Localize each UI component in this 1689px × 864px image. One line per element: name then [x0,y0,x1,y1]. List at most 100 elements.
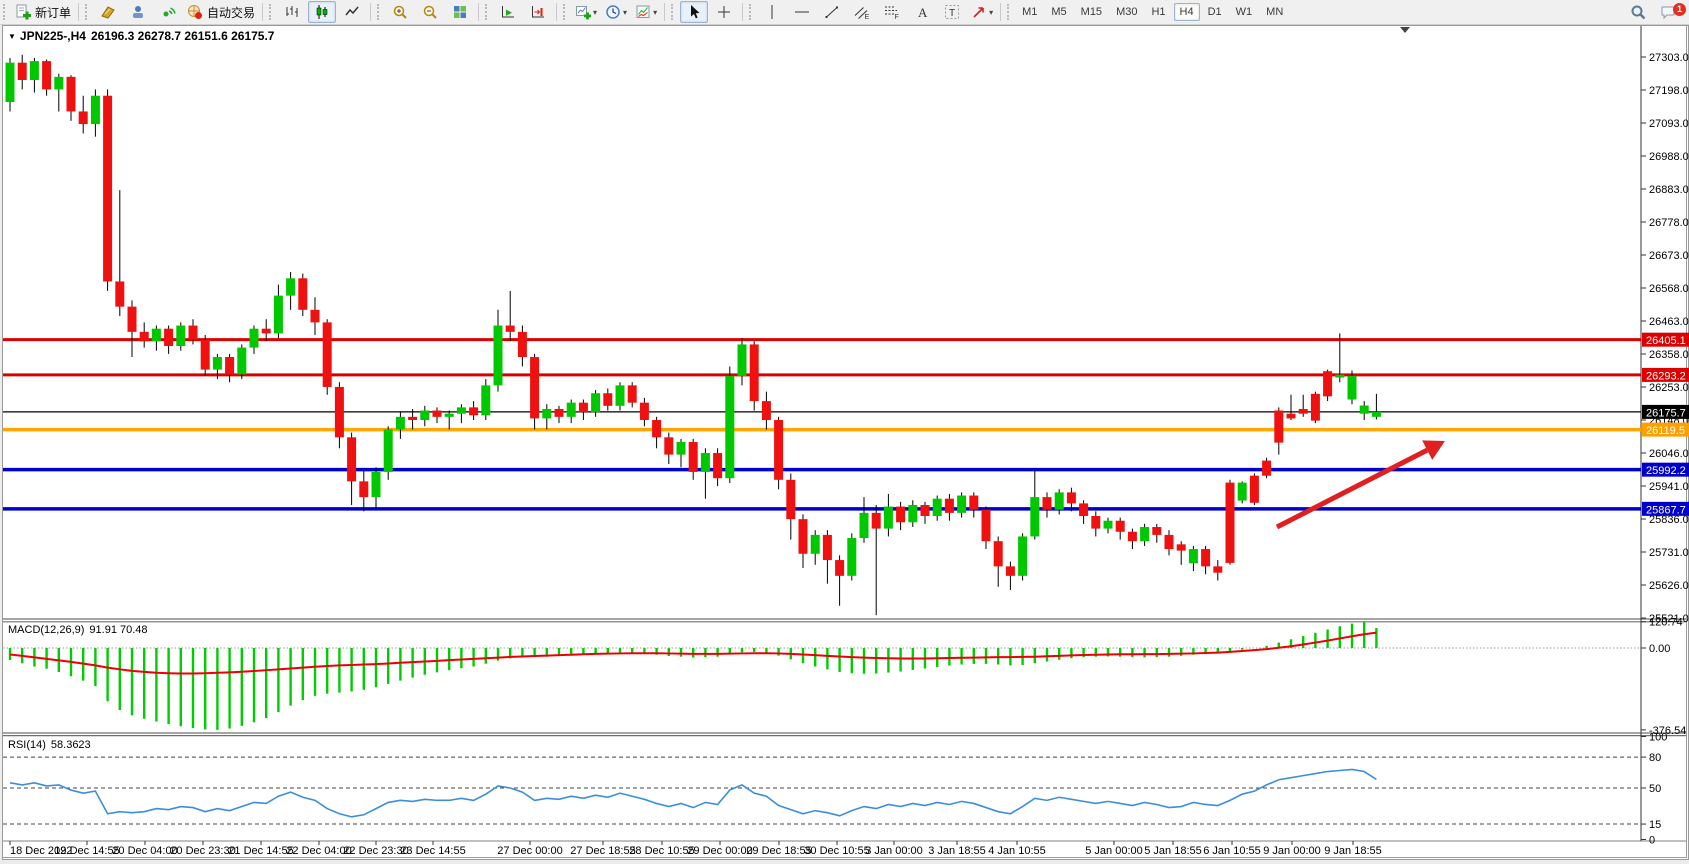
candle-body[interactable] [993,541,1003,567]
candle-body[interactable] [17,62,27,80]
candle-body[interactable] [322,322,332,387]
candle-body[interactable] [1079,503,1089,516]
new-chart-button[interactable]: ▾ [572,1,600,23]
trend-arrow[interactable] [1275,440,1445,530]
candle-body[interactable] [115,281,125,307]
line-chart-button[interactable] [338,1,366,23]
timeframe-h4[interactable]: H4 [1173,3,1200,21]
candle-body[interactable] [1286,413,1296,419]
candle-body[interactable] [676,442,686,455]
timeframe-m30[interactable]: M30 [1116,6,1138,18]
candle-body[interactable] [273,295,283,334]
candle-body[interactable] [371,471,381,498]
dropdown-caret-icon[interactable]: ▾ [653,7,658,17]
candle-body[interactable] [713,453,723,479]
toolbar-grip[interactable] [377,4,383,20]
candle-body[interactable] [725,375,735,479]
dropdown-caret-icon[interactable]: ▾ [593,7,598,17]
tile-windows-button[interactable] [446,1,474,23]
candle-body[interactable] [737,344,747,376]
candle-body[interactable] [578,402,588,413]
candle-body[interactable] [969,495,979,510]
candle-body[interactable] [688,442,698,472]
candle-body[interactable] [1323,371,1333,397]
candle-body[interactable] [54,76,64,90]
candle-body[interactable] [176,325,186,346]
candle-body[interactable] [383,429,393,472]
candle-body[interactable] [493,325,503,386]
candle-body[interactable] [1140,527,1150,542]
candle-body[interactable] [347,437,357,482]
candle-body[interactable] [469,407,479,416]
candle-body[interactable] [566,402,576,417]
candle-body[interactable] [225,357,235,375]
candle-body[interactable] [542,408,552,419]
candle-body[interactable] [1371,411,1381,417]
timeframe-m1[interactable]: M1 [1022,6,1038,18]
dropdown-caret-icon[interactable]: ▾ [989,7,994,17]
zoom-out-button[interactable] [416,1,444,23]
candle-body[interactable] [1225,482,1235,563]
periods-button[interactable]: ▾ [602,1,630,23]
toolbar-grip[interactable] [671,4,677,20]
candle-body[interactable] [664,437,674,455]
candle-body[interactable] [1249,475,1259,503]
candle-body[interactable] [1347,375,1357,400]
equidistant-channel-button[interactable]: E [848,1,876,23]
candle-body[interactable] [700,453,710,472]
candle-body[interactable] [212,357,222,370]
candle-body[interactable] [200,339,210,370]
candle-body[interactable] [1359,405,1369,414]
new-order-button[interactable]: 新订单 [12,1,74,23]
candle-body[interactable] [237,347,247,375]
fibonacci-button[interactable]: F [878,1,906,23]
vertical-line-button[interactable] [758,1,786,23]
candle-body[interactable] [286,278,296,296]
candle-body[interactable] [103,95,113,282]
candle-body[interactable] [1054,492,1064,510]
candle-body[interactable] [591,393,601,413]
candle-body[interactable] [798,519,808,554]
candle-body[interactable] [1005,566,1015,576]
chart-shift-button[interactable] [524,1,552,23]
candle-body[interactable] [932,498,942,516]
search-button[interactable] [1624,1,1652,23]
candle-body[interactable] [1091,516,1101,529]
candle-body[interactable] [1042,497,1052,510]
candle-body[interactable] [981,509,991,542]
bar-chart-button[interactable] [278,1,306,23]
candle-body[interactable] [957,495,967,513]
candle-body[interactable] [456,407,466,414]
candle-body[interactable] [908,504,918,523]
candle-body[interactable] [530,357,540,419]
candle-body[interactable] [481,385,491,416]
navigator-button[interactable] [124,1,152,23]
candle-body[interactable] [517,331,527,358]
timeframe-h1[interactable]: H1 [1151,6,1166,18]
candle-body[interactable] [66,76,76,112]
candle-body[interactable] [395,416,405,430]
candle-body[interactable] [1201,549,1211,567]
candle-body[interactable] [1030,497,1040,537]
auto-trading-button[interactable]: 自动交易 [184,1,258,23]
candle-body[interactable] [420,410,430,420]
candle-body[interactable] [298,278,308,310]
candle-body[interactable] [1127,531,1137,542]
candle-body[interactable] [188,325,198,340]
toolbar-grip[interactable] [1007,4,1013,20]
candle-body[interactable] [1115,520,1125,532]
candle-body[interactable] [1298,408,1308,414]
candle-body[interactable] [310,309,320,323]
candle-body[interactable] [90,95,100,125]
text-label-button[interactable]: T [938,1,966,23]
candlestick-chart-button[interactable] [308,1,337,23]
candle-body[interactable] [920,504,930,516]
candle-body[interactable] [810,534,820,554]
candle-body[interactable] [554,408,564,417]
candle-body[interactable] [1066,492,1076,504]
candle-body[interactable] [1262,460,1272,476]
candle-body[interactable] [164,328,174,346]
zoom-in-button[interactable] [386,1,414,23]
toolbar-grip[interactable] [485,4,491,20]
timeframe-w1[interactable]: W1 [1235,6,1253,18]
